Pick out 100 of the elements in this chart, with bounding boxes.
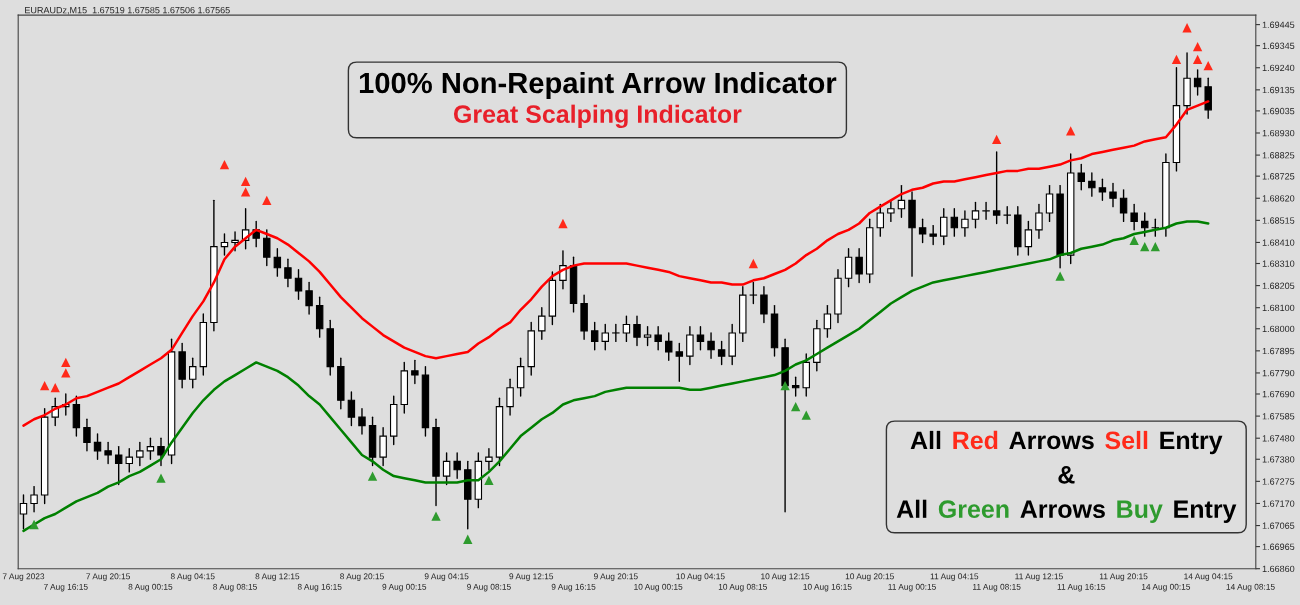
- x-tick-label: 10 Aug 00:15: [634, 583, 683, 592]
- y-tick-label: 1.67895: [1262, 347, 1295, 355]
- point: [39, 380, 50, 391]
- candlestick: [665, 332, 673, 362]
- y-tick-label: 1.66965: [1262, 543, 1295, 550]
- x-tick-label: 8 Aug 08:15: [213, 583, 257, 592]
- candlestick: [855, 248, 863, 284]
- x-tick-label: 10 Aug 20:15: [845, 573, 894, 581]
- candlestick: [379, 426, 387, 467]
- candlestick: [929, 224, 937, 246]
- candlestick: [1204, 77, 1212, 119]
- point: [50, 383, 60, 393]
- point: [240, 176, 251, 187]
- candlestick: [728, 323, 736, 366]
- candlestick: [506, 378, 514, 416]
- candlestick: [961, 210, 969, 237]
- point: [367, 471, 378, 481]
- x-tick-label: 8 Aug 04:15: [170, 573, 215, 581]
- y-tick-label: 1.68930: [1262, 129, 1295, 137]
- candlestick: [675, 342, 684, 383]
- point: [748, 258, 759, 269]
- point: [558, 218, 568, 229]
- candlestick: [887, 199, 895, 223]
- x-tick-label: 9 Aug 16:15: [551, 583, 596, 592]
- point: [463, 534, 473, 544]
- point: [991, 134, 1002, 144]
- point: [1192, 42, 1203, 52]
- x-tick-label: 11 Aug 00:15: [888, 583, 936, 592]
- x-tick-label: 14 Aug 00:15: [1141, 583, 1191, 592]
- candlestick: [1109, 182, 1117, 208]
- candlestick: [696, 325, 705, 351]
- x-tick-label: 14 Aug 08:15: [1226, 583, 1275, 592]
- y-tick-label: 1.67275: [1262, 478, 1295, 485]
- candlestick: [104, 441, 112, 465]
- y-tick-label: 1.67480: [1262, 435, 1295, 442]
- candlestick: [643, 325, 652, 347]
- y-tick-label: 1.69135: [1262, 86, 1295, 94]
- x-tick-label: 9 Aug 12:15: [509, 573, 554, 581]
- candlestick: [612, 323, 620, 343]
- candlestick: [876, 203, 885, 237]
- point: [61, 368, 71, 378]
- point: [240, 187, 251, 197]
- y-tick-label: 1.68205: [1262, 282, 1295, 289]
- candlestick: [717, 340, 726, 366]
- candlestick: [622, 315, 631, 343]
- candlestick: [220, 233, 229, 256]
- y-tick-label: 1.69240: [1262, 64, 1295, 72]
- y-tick-label: 1.68825: [1262, 152, 1295, 159]
- annotation: All Green Arrows Buy Entry: [896, 499, 1237, 524]
- point: [1055, 271, 1065, 281]
- y-tick-label: 1.68310: [1262, 260, 1295, 267]
- point: [791, 401, 801, 412]
- candlestick: [1130, 203, 1138, 231]
- y-tick-label: 1.68725: [1262, 173, 1295, 180]
- x-tick-label: 10 Aug 04:15: [676, 573, 725, 581]
- candlestick: [83, 418, 91, 452]
- candlestick: [146, 437, 155, 460]
- x-tick-label: 9 Aug 20:15: [593, 573, 638, 581]
- point: [431, 511, 441, 521]
- point: [801, 410, 811, 420]
- x-tick-label: 8 Aug 00:15: [128, 583, 173, 592]
- y-tick-label: 1.68515: [1262, 217, 1295, 224]
- candlestick: [30, 485, 38, 513]
- candlestick: [1077, 163, 1085, 191]
- candlestick: [516, 357, 525, 397]
- y-tick-label: 1.67790: [1262, 369, 1295, 377]
- text: 100% Non-Repaint Arrow Indicator: [359, 71, 837, 100]
- candlestick: [992, 151, 1001, 225]
- candlestick: [114, 445, 123, 486]
- y-tick-label: 1.66860: [1262, 565, 1295, 573]
- candlestick: [940, 208, 948, 246]
- point: [484, 475, 494, 485]
- candlestick: [136, 441, 144, 467]
- y-tick-label: 1.67690: [1262, 390, 1295, 398]
- candlestick: [749, 281, 758, 305]
- candlestick: [347, 391, 356, 427]
- y-tick-label: 1.67380: [1262, 456, 1295, 463]
- candlestick: [1193, 69, 1202, 96]
- point: [1140, 242, 1150, 252]
- x-tick-label: 7 Aug 2023: [2, 573, 45, 581]
- candlestick: [982, 201, 990, 220]
- candlestick: [411, 359, 419, 385]
- x-tick-label: 9 Aug 08:15: [467, 583, 511, 592]
- x-tick-label: 11 Aug 08:15: [973, 583, 1021, 592]
- y-tick-label: 1.69445: [1262, 21, 1295, 28]
- x-tick-label: 8 Aug 20:15: [340, 573, 384, 581]
- y-tick-label: 1.68000: [1262, 325, 1295, 333]
- x-tick-label: 14 Aug 04:15: [1184, 573, 1233, 581]
- y-tick-label: 1.69035: [1262, 107, 1295, 115]
- candlestick: [601, 323, 609, 351]
- candlestick: [485, 448, 493, 471]
- point: [262, 195, 272, 206]
- point: [1171, 54, 1182, 64]
- candlestick: [284, 258, 292, 288]
- candlestick: [231, 231, 239, 252]
- candlestick: [189, 357, 197, 389]
- x-tick-label: 11 Aug 04:15: [930, 573, 979, 581]
- candlestick: [686, 325, 694, 366]
- candlestick: [125, 448, 133, 473]
- text: Great Scalping Indicator: [453, 104, 742, 129]
